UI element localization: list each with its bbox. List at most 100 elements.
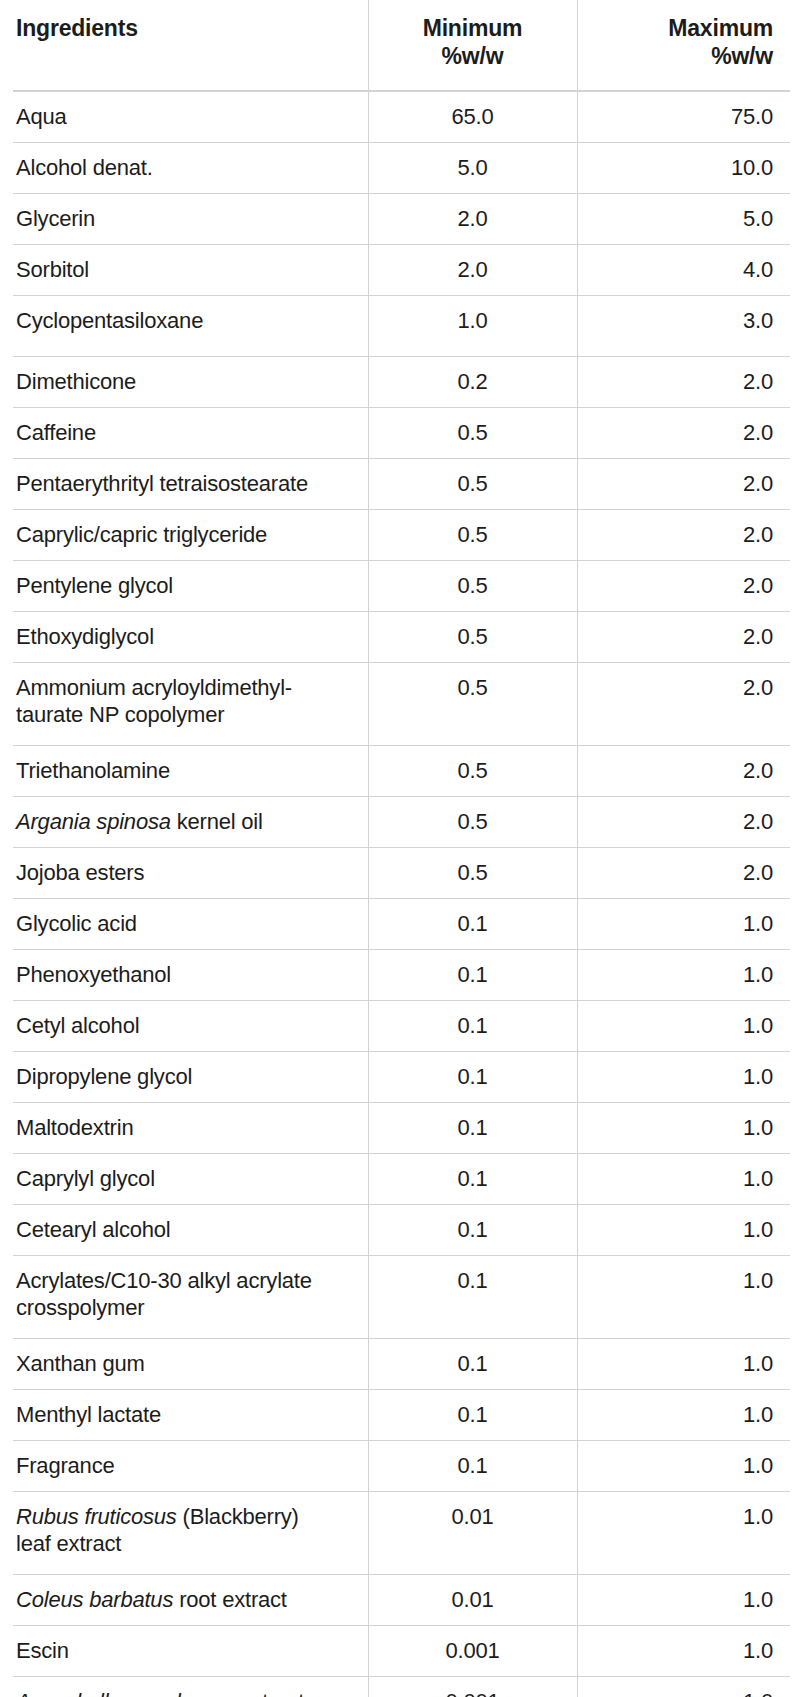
ingredient-name-segment: Xanthan gum bbox=[16, 1351, 145, 1376]
ingredient-name-segment: Maltodextrin bbox=[16, 1115, 133, 1140]
table-row: Pentylene glycol0.52.0 bbox=[13, 561, 790, 612]
maximum-value-cell: 1.0 bbox=[577, 1205, 790, 1256]
ingredient-name-segment: Acrylates/C10-30 alkyl acrylate crosspol… bbox=[16, 1268, 312, 1320]
ingredient-name-segment: kernel oil bbox=[171, 809, 263, 834]
maximum-value-cell: 2.0 bbox=[577, 663, 790, 746]
maximum-value-cell: 3.0 bbox=[577, 296, 790, 357]
ingredient-name-segment: Escin bbox=[16, 1638, 69, 1663]
ingredient-name-segment: Triethanolamine bbox=[16, 758, 170, 783]
ingredient-name-latin-segment: Ascophyllum nodosum bbox=[16, 1689, 234, 1697]
table-header-row: Ingredients Minimum %w/w Maximum %w/w bbox=[13, 0, 790, 91]
ingredient-name-cell: Argania spinosa kernel oil bbox=[13, 797, 368, 848]
table-row: Glycerin2.05.0 bbox=[13, 194, 790, 245]
minimum-value-cell: 2.0 bbox=[368, 194, 577, 245]
ingredient-name-latin-segment: Coleus barbatus bbox=[16, 1587, 173, 1612]
minimum-value-cell: 5.0 bbox=[368, 143, 577, 194]
table-row: Caprylyl glycol0.11.0 bbox=[13, 1154, 790, 1205]
minimum-header-label: Minimum bbox=[423, 15, 523, 41]
minimum-value-cell: 0.1 bbox=[368, 1339, 577, 1390]
minimum-value-cell: 0.1 bbox=[368, 1052, 577, 1103]
minimum-header-unit: %w/w bbox=[442, 43, 504, 69]
ingredient-name-cell: Ammonium acryloyldimethyl- taurate NP co… bbox=[13, 663, 368, 746]
ingredient-name-segment: Pentaerythrityl tetraisostearate bbox=[16, 471, 308, 496]
ingredient-name-segment: Caffeine bbox=[16, 420, 96, 445]
maximum-value-cell: 1.0 bbox=[577, 1001, 790, 1052]
ingredient-name-cell: Menthyl lactate bbox=[13, 1390, 368, 1441]
table-row: Pentaerythrityl tetraisostearate0.52.0 bbox=[13, 459, 790, 510]
table-row: Ascophyllum nodosum extract0.0011.0 bbox=[13, 1677, 790, 1697]
table-row: Aqua65.075.0 bbox=[13, 91, 790, 143]
maximum-value-cell: 1.0 bbox=[577, 1441, 790, 1492]
table-row: Escin 0.0011.0 bbox=[13, 1626, 790, 1677]
table-row: Caprylic/capric triglyceride0.52.0 bbox=[13, 510, 790, 561]
ingredient-name-cell: Phenoxyethanol bbox=[13, 950, 368, 1001]
maximum-value-cell: 5.0 bbox=[577, 194, 790, 245]
ingredient-name-cell: Ethoxydiglycol bbox=[13, 612, 368, 663]
table-row: Phenoxyethanol0.11.0 bbox=[13, 950, 790, 1001]
minimum-value-cell: 0.1 bbox=[368, 1154, 577, 1205]
table-row: Alcohol denat.5.010.0 bbox=[13, 143, 790, 194]
maximum-value-cell: 2.0 bbox=[577, 797, 790, 848]
ingredient-name-segment: Ammonium acryloyldimethyl- taurate NP co… bbox=[16, 675, 292, 727]
ingredient-name-cell: Glycolic acid bbox=[13, 899, 368, 950]
ingredient-name-cell: Xanthan gum bbox=[13, 1339, 368, 1390]
maximum-value-cell: 1.0 bbox=[577, 1626, 790, 1677]
ingredient-name-cell: Caffeine bbox=[13, 408, 368, 459]
ingredient-name-segment: extract bbox=[234, 1689, 305, 1697]
maximum-value-cell: 4.0 bbox=[577, 245, 790, 296]
ingredient-name-segment: Dimethicone bbox=[16, 369, 136, 394]
minimum-value-cell: 0.1 bbox=[368, 899, 577, 950]
minimum-value-cell: 0.5 bbox=[368, 561, 577, 612]
ingredient-name-cell: Cetearyl alcohol bbox=[13, 1205, 368, 1256]
table-row: Glycolic acid0.11.0 bbox=[13, 899, 790, 950]
maximum-value-cell: 2.0 bbox=[577, 408, 790, 459]
ingredient-name-cell: Caprylic/capric triglyceride bbox=[13, 510, 368, 561]
table-row: Rubus fruticosus (Blackberry) leaf extra… bbox=[13, 1492, 790, 1575]
table-row: Caffeine0.52.0 bbox=[13, 408, 790, 459]
minimum-value-cell: 0.5 bbox=[368, 510, 577, 561]
ingredient-name-cell: Caprylyl glycol bbox=[13, 1154, 368, 1205]
ingredient-name-latin-segment: Rubus fruticosus bbox=[16, 1504, 177, 1529]
ingredient-name-cell: Aqua bbox=[13, 91, 368, 143]
minimum-value-cell: 0.1 bbox=[368, 1390, 577, 1441]
ingredients-table: Ingredients Minimum %w/w Maximum %w/w Aq… bbox=[13, 0, 790, 1697]
maximum-value-cell: 1.0 bbox=[577, 1339, 790, 1390]
ingredient-name-segment: Glycolic acid bbox=[16, 911, 137, 936]
minimum-value-cell: 0.5 bbox=[368, 612, 577, 663]
ingredient-name-cell: Pentylene glycol bbox=[13, 561, 368, 612]
ingredient-name-cell: Triethanolamine bbox=[13, 746, 368, 797]
maximum-value-cell: 10.0 bbox=[577, 143, 790, 194]
table-row: Xanthan gum 0.11.0 bbox=[13, 1339, 790, 1390]
table-row: Menthyl lactate0.11.0 bbox=[13, 1390, 790, 1441]
ingredient-name-segment: Cyclopentasiloxane bbox=[16, 308, 203, 333]
table-row: Fragrance 0.11.0 bbox=[13, 1441, 790, 1492]
ingredient-name-cell: Glycerin bbox=[13, 194, 368, 245]
table-row: Coleus barbatus root extract0.011.0 bbox=[13, 1575, 790, 1626]
maximum-value-cell: 1.0 bbox=[577, 1575, 790, 1626]
minimum-value-cell: 0.5 bbox=[368, 797, 577, 848]
maximum-value-cell: 2.0 bbox=[577, 746, 790, 797]
minimum-value-cell: 0.01 bbox=[368, 1492, 577, 1575]
minimum-value-cell: 0.5 bbox=[368, 663, 577, 746]
minimum-value-cell: 0.1 bbox=[368, 1256, 577, 1339]
ingredient-name-segment: Fragrance bbox=[16, 1453, 114, 1478]
table-row: Ethoxydiglycol0.52.0 bbox=[13, 612, 790, 663]
ingredient-name-segment: Aqua bbox=[16, 104, 67, 129]
ingredients-table-body: Aqua65.075.0Alcohol denat.5.010.0Glyceri… bbox=[13, 91, 790, 1697]
table-row: Ammonium acryloyldimethyl- taurate NP co… bbox=[13, 663, 790, 746]
ingredient-name-cell: Coleus barbatus root extract bbox=[13, 1575, 368, 1626]
maximum-value-cell: 75.0 bbox=[577, 91, 790, 143]
table-row: Dimethicone0.22.0 bbox=[13, 357, 790, 408]
minimum-value-cell: 1.0 bbox=[368, 296, 577, 357]
minimum-value-cell: 0.1 bbox=[368, 950, 577, 1001]
table-row: Cetearyl alcohol0.11.0 bbox=[13, 1205, 790, 1256]
minimum-value-cell: 0.001 bbox=[368, 1626, 577, 1677]
ingredient-name-segment: Menthyl lactate bbox=[16, 1402, 161, 1427]
minimum-value-cell: 0.1 bbox=[368, 1441, 577, 1492]
ingredient-name-cell: Dipropylene glycol bbox=[13, 1052, 368, 1103]
maximum-value-cell: 2.0 bbox=[577, 357, 790, 408]
maximum-header-unit: %w/w bbox=[711, 43, 773, 69]
maximum-value-cell: 2.0 bbox=[577, 510, 790, 561]
minimum-value-cell: 0.01 bbox=[368, 1575, 577, 1626]
minimum-value-cell: 0.5 bbox=[368, 459, 577, 510]
